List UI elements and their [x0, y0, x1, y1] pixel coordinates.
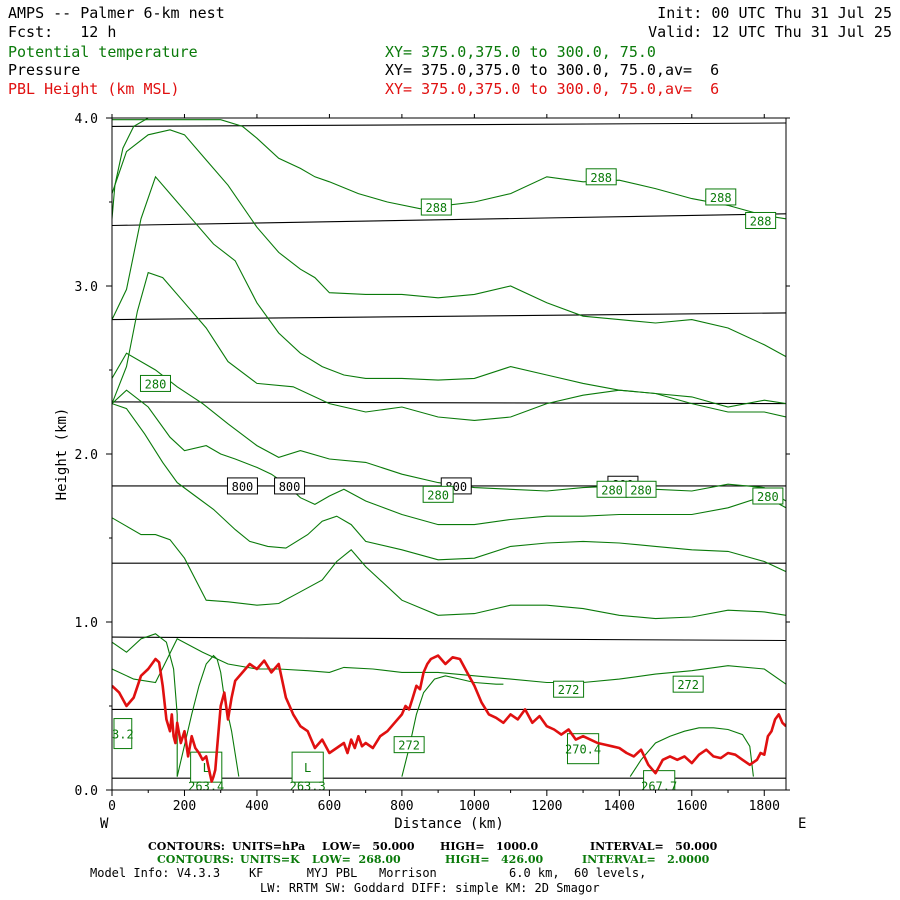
theta-contour [112, 517, 786, 620]
surface-value-label: L [304, 761, 311, 775]
west-label: W [100, 816, 109, 832]
theta-contour-label: 280 [145, 377, 167, 391]
field2-xy: XY= 375.0,375.0 to 300.0, 75.0,av= 6 [385, 61, 720, 79]
pbl-height-line [112, 654, 786, 783]
theta-label-box [139, 374, 171, 392]
x-tick-label: 1600 [676, 799, 707, 814]
contours-p-units: UNITS=hPa [232, 840, 306, 853]
theta-contour [112, 118, 178, 219]
x-tick-label: 1200 [531, 799, 562, 814]
contours-t-low: LOW= 268.00 [312, 853, 401, 866]
x-tick-label: 1800 [749, 799, 780, 814]
east-label: E [798, 816, 806, 832]
x-axis-label: Distance (km) [394, 816, 504, 832]
plot-title: AMPS -- Palmer 6-km nest [8, 4, 225, 22]
surface-value-label: L [203, 761, 210, 775]
pressure-contour [112, 636, 786, 642]
surface-value-box [113, 718, 133, 750]
theta-label-box [745, 211, 777, 229]
x-tick-label: 400 [245, 799, 268, 814]
y-tick-label: 2.0 [75, 448, 98, 463]
contours-p-interval: INTERVAL= 50.000 [590, 840, 718, 853]
surface-low-value: 263.3 [290, 780, 326, 794]
contours-t-interval: INTERVAL= 2.0000 [582, 853, 710, 866]
theta-contour-cell [629, 727, 754, 777]
theta-contour [112, 389, 786, 526]
contours-p-low: LOW= 50.000 [322, 840, 415, 853]
pressure-contour [112, 213, 786, 227]
contours-p-label: CONTOURS: [148, 840, 225, 853]
surface-value-box [291, 751, 324, 783]
pressure-contour-label: 800 [232, 480, 254, 494]
valid-time: Valid: 12 UTC Thu 31 Jul 25 [648, 23, 892, 41]
theta-contour-cell [112, 633, 178, 777]
theta-contour-label: 280 [601, 483, 623, 497]
y-tick-label: 4.0 [75, 112, 98, 127]
field1-xy: XY= 375.0,375.0 to 300.0, 75.0 [385, 43, 656, 61]
surface-value-label: 270.4 [565, 743, 601, 757]
contours-t-units: UNITS=K [240, 853, 300, 866]
theta-contour-label: 280 [427, 488, 449, 502]
theta-contour [112, 271, 786, 421]
theta-contour [112, 638, 786, 685]
contours-p-high: HIGH= 1000.0 [440, 840, 539, 853]
theta-label-box [672, 675, 704, 693]
model-info: Model Info: V4.3.3 KF MYJ PBL Morrison 6… [90, 866, 647, 880]
contours-t-high: HIGH= 426.00 [445, 853, 544, 866]
y-axis-label: Height (km) [54, 408, 70, 501]
x-tick-label: 1400 [604, 799, 635, 814]
surface-low-value: 263.4 [188, 780, 224, 794]
field3-name: PBL Height (km MSL) [8, 80, 180, 98]
theta-label-box [422, 485, 454, 503]
pressure-label-box [226, 477, 258, 495]
theta-contour-label: 280 [757, 490, 779, 504]
init-time: Init: 00 UTC Thu 31 Jul 25 [657, 4, 892, 22]
pressure-contour [112, 122, 786, 127]
pressure-contour [112, 312, 786, 321]
x-tick-label: 600 [318, 799, 341, 814]
theta-contour-label: 280 [630, 483, 652, 497]
surface-value-box [643, 770, 676, 790]
surface-value-box [566, 733, 600, 765]
x-tick-label: 200 [173, 799, 196, 814]
theta-label-box [625, 480, 657, 498]
surface-value-label: 3.2 [112, 728, 134, 742]
pressure-contour [112, 401, 786, 405]
theta-label-box [420, 198, 452, 216]
theta-contour-label: 288 [750, 214, 772, 228]
model-info-physics: LW: RRTM SW: Goddard DIFF: simple KM: 2D… [260, 881, 600, 895]
theta-label-box [553, 680, 585, 698]
pressure-label-box [274, 477, 306, 495]
theta-label-box [585, 168, 617, 186]
theta-contour-label: 272 [677, 678, 699, 692]
field3-xy: XY= 375.0,375.0 to 300.0, 75.0,av= 6 [385, 80, 720, 98]
theta-contour-label: 288 [710, 191, 732, 205]
theta-contour [112, 403, 786, 573]
theta-label-box [752, 487, 784, 505]
contours-t-label: CONTOURS: [157, 853, 234, 866]
x-tick-label: 800 [390, 799, 413, 814]
theta-contour-label: 288 [425, 201, 447, 215]
field1-name: Potential temperature [8, 43, 198, 61]
y-tick-label: 0.0 [75, 784, 98, 799]
theta-contour-label: 272 [558, 683, 580, 697]
pressure-contour-label: 800 [279, 480, 301, 494]
theta-contour-label: 272 [398, 739, 420, 753]
theta-contour [112, 352, 786, 502]
theta-contour-label: 288 [590, 171, 612, 185]
theta-label-box [393, 736, 425, 754]
forecast-hour: Fcst: 12 h [8, 23, 117, 41]
theta-contour [112, 175, 786, 408]
surface-value-label: 267.7 [641, 780, 677, 794]
theta-contour [112, 129, 786, 358]
theta-contour-cell [401, 675, 504, 777]
x-tick-label: 1000 [459, 799, 490, 814]
theta-label-box [705, 188, 737, 206]
x-tick-label: 0 [108, 799, 116, 814]
y-tick-label: 1.0 [75, 616, 98, 631]
y-tick-label: 3.0 [75, 280, 98, 295]
plot-area: 3.2 270.4 267.7 L L 263.4 263.3 [112, 118, 786, 794]
field2-name: Pressure [8, 61, 81, 79]
